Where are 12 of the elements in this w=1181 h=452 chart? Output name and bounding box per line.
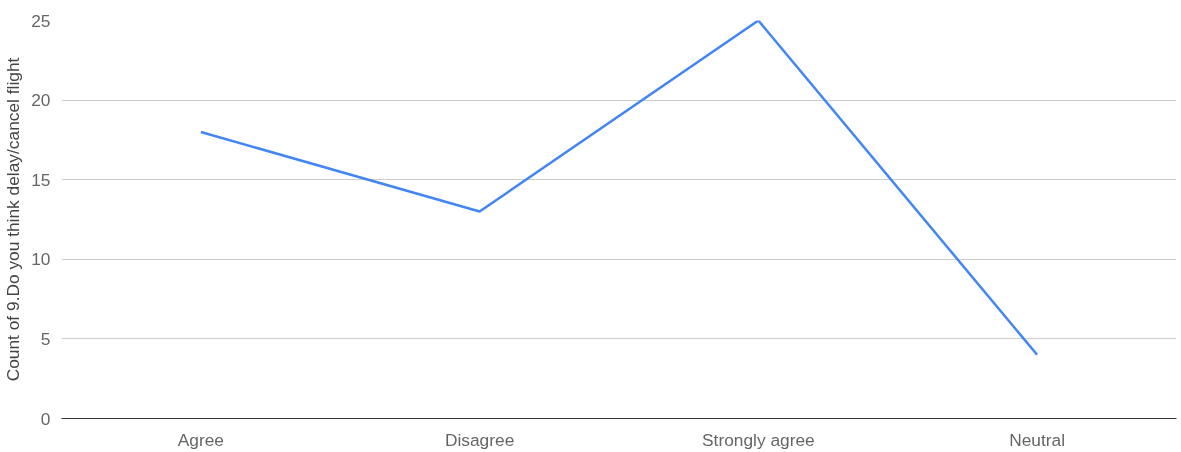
x-tick-label: Disagree [444,429,515,450]
y-tick-label: 25 [31,10,51,31]
x-tick-label: Agree [177,429,225,450]
x-tick-label: Neutral [1009,429,1066,450]
y-axis-title: Count of 9.Do you think delay/cancel flight [3,57,24,382]
y-tick-label: 0 [40,408,51,429]
y-tick-label: 5 [40,328,51,349]
y-tick-label: 10 [31,249,51,270]
x-tick-label: Strongly agree [702,429,815,450]
y-tick-label: 20 [31,90,51,111]
y-tick-label: 15 [31,169,51,190]
line-series [199,20,1039,357]
